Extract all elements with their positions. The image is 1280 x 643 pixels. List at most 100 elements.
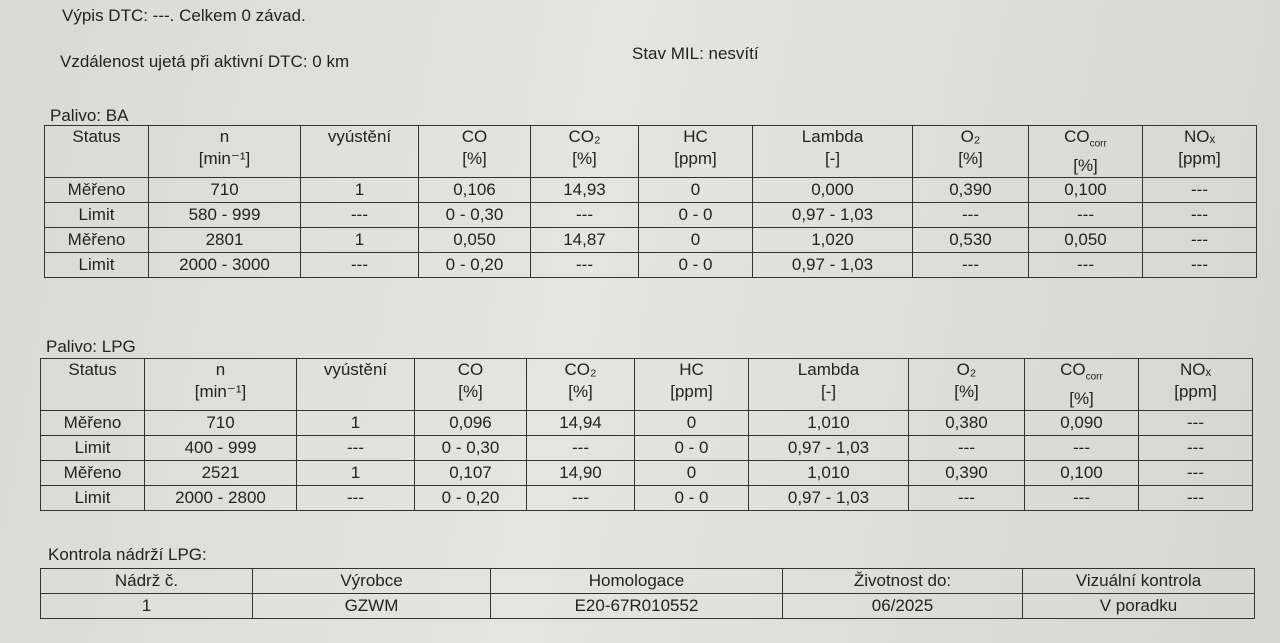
cell: 0,97 - 1,03 xyxy=(752,252,913,279)
cell: 580 - 999 xyxy=(148,202,301,229)
cell: 0,096 xyxy=(414,410,527,437)
data-row: Limit 400 - 999 --- 0 - 0,30 --- 0 - 0 0,97 - … xyxy=(40,435,1253,462)
cell: --- xyxy=(908,485,1025,512)
header-cell: HC [ppm] xyxy=(634,357,749,412)
cell: 2000 - 2800 xyxy=(144,485,297,512)
cell: GZWM xyxy=(252,593,491,619)
header-cell: Nádrž č. xyxy=(40,568,253,594)
data-row: Měřeno 710 1 0,096 14,94 0 1,010 0,380 0,090 --- xyxy=(40,410,1253,437)
column-unit: [%] xyxy=(568,382,593,401)
column-name: n xyxy=(215,360,226,379)
cell: 0 - 0 xyxy=(638,252,753,279)
cell: 06/2025 xyxy=(782,593,1023,619)
column-unit: [-] xyxy=(824,149,841,168)
cell: 0,97 - 1,03 xyxy=(748,485,909,512)
cell: E20-67R010552 xyxy=(490,593,783,619)
cell: 14,87 xyxy=(530,227,639,254)
column-name: vyústění xyxy=(323,360,388,379)
header-cell: Lambda [-] xyxy=(752,124,913,179)
header-cell: Status xyxy=(40,357,145,412)
section-label: Kontrola nádrží LPG: xyxy=(48,545,207,564)
header-cell: Lambda [-] xyxy=(748,357,909,412)
cell: 1,010 xyxy=(748,410,909,437)
cell: --- xyxy=(908,435,1025,462)
data-row: Limit 2000 - 3000 --- 0 - 0,20 --- 0 - 0 0,97 … xyxy=(44,252,1257,279)
cell: 0 xyxy=(638,177,753,204)
data-row: Měřeno 2801 1 0,050 14,87 0 1,020 0,530 0,050 --- xyxy=(44,227,1257,254)
column-name: Status xyxy=(72,127,121,146)
column-name: CO xyxy=(457,360,484,379)
header-cell: n [min⁻¹] xyxy=(144,357,297,412)
column-name: Lambda xyxy=(801,127,864,146)
cell: --- xyxy=(1138,435,1253,462)
cell: --- xyxy=(1028,252,1143,279)
column-name: HC xyxy=(679,360,704,379)
cell: 0 xyxy=(638,227,753,254)
data-row: Limit 2000 - 2800 --- 0 - 0,20 --- 0 - 0 0,97 … xyxy=(40,485,1253,512)
header-cell: NOₓ [ppm] xyxy=(1138,357,1253,412)
mil-status: Stav MIL: nesvítí xyxy=(632,44,759,63)
cell: 0 - 0,20 xyxy=(414,485,527,512)
column-name: O₂ xyxy=(960,127,981,146)
column-name: n xyxy=(219,127,230,146)
column-unit: [%] xyxy=(954,382,979,401)
column-unit: [%] xyxy=(1069,389,1094,409)
header-cell: vyústění xyxy=(300,124,419,179)
cell: V poradku xyxy=(1022,593,1255,619)
cell: 0,107 xyxy=(414,460,527,487)
header-row: Nádrž č. Výrobce Homologace Životnost do: Vi… xyxy=(40,568,1255,594)
cell: 1 xyxy=(296,460,415,487)
cell: --- xyxy=(1138,460,1253,487)
section-label: Palivo: LPG xyxy=(46,337,136,356)
cell: --- xyxy=(530,252,639,279)
column-name: CO xyxy=(1064,127,1090,146)
cell: --- xyxy=(530,202,639,229)
cell: --- xyxy=(300,202,419,229)
cell: 2801 xyxy=(148,227,301,254)
column-name: Lambda xyxy=(797,360,860,379)
cell: 14,94 xyxy=(526,410,635,437)
column-subscript: corr xyxy=(1085,371,1103,383)
cell: --- xyxy=(1142,252,1257,279)
column-unit: [%] xyxy=(1073,156,1098,176)
column-unit: [%] xyxy=(458,382,483,401)
cell: Limit xyxy=(40,435,145,462)
header-cell: CO [%] xyxy=(418,124,531,179)
cell: --- xyxy=(526,485,635,512)
column-name: CO xyxy=(1060,360,1086,379)
cell: 0 - 0 xyxy=(634,485,749,512)
column-name: CO₂ xyxy=(564,360,597,379)
cell: --- xyxy=(1138,485,1253,512)
cell: --- xyxy=(296,435,415,462)
cell: Měřeno xyxy=(44,227,149,254)
cell: 14,90 xyxy=(526,460,635,487)
cell: 1 xyxy=(300,177,419,204)
column-unit: [ppm] xyxy=(1174,382,1217,401)
cell: --- xyxy=(912,252,1029,279)
cell: 0 - 0,30 xyxy=(414,435,527,462)
cell: --- xyxy=(1142,177,1257,204)
column-name: CO xyxy=(461,127,488,146)
cell: 0,000 xyxy=(752,177,913,204)
header-cell: n [min⁻¹] xyxy=(148,124,301,179)
cell: 14,93 xyxy=(530,177,639,204)
header-cell: CO₂ [%] xyxy=(526,357,635,412)
header-cell: Životnost do: xyxy=(782,568,1023,594)
cell: 400 - 999 xyxy=(144,435,297,462)
cell: 0 - 0,20 xyxy=(418,252,531,279)
column-name: vyústění xyxy=(327,127,392,146)
header-cell: O₂ [%] xyxy=(908,357,1025,412)
cell: --- xyxy=(1024,485,1139,512)
cell: 1 xyxy=(296,410,415,437)
cell: 0 - 0 xyxy=(638,202,753,229)
cell: 1,010 xyxy=(748,460,909,487)
data-row: Limit 580 - 999 --- 0 - 0,30 --- 0 - 0 0,97 - … xyxy=(44,202,1257,229)
column-name: CO₂ xyxy=(568,127,601,146)
cell: 1 xyxy=(300,227,419,254)
column-unit: [%] xyxy=(572,149,597,168)
cell: Limit xyxy=(44,202,149,229)
header-cell: Status xyxy=(44,124,149,179)
cell: --- xyxy=(300,252,419,279)
cell: 2521 xyxy=(144,460,297,487)
